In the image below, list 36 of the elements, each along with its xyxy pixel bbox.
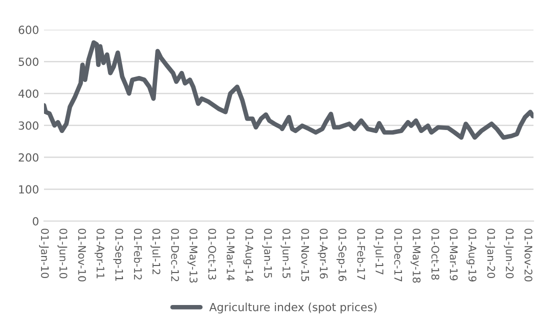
y-tick-label: 0 [32, 217, 38, 226]
x-tick-label: 01-Nov-10 [78, 228, 86, 282]
line-series [44, 40, 534, 140]
y-tick-label: 600 [18, 26, 38, 34]
x-tick-label: 01-Dec-12 [171, 228, 179, 282]
x-tick-label: 01-Jan-10 [39, 228, 49, 278]
x-tick-label: 01-Feb-17 [357, 228, 366, 280]
y-tick-label: 100 [19, 185, 38, 194]
x-tick-label: 01-Jul-12 [150, 228, 160, 274]
x-tick-label: 01-Aug-14 [243, 228, 254, 282]
x-tick-label: 01-Oct-18 [431, 228, 440, 280]
x-tick-label: 01-Mar-19 [450, 228, 458, 280]
x-tick-label: 01-Oct-13 [208, 228, 216, 280]
y-tick-label: 500 [18, 58, 38, 66]
x-tick-label: 01-Dec-17 [394, 228, 402, 282]
x-tick-label: 01-May-13 [188, 228, 198, 283]
x-tick-label: 01-Sep-16 [336, 228, 346, 282]
y-tick-label: 400 [18, 89, 38, 98]
x-tick-label: 01-Jun-15 [280, 228, 290, 278]
x-tick-label: 01-Nov-15 [301, 228, 310, 282]
y-tick-label: 200 [18, 153, 38, 162]
x-tick-label: 01-Apr-16 [318, 228, 328, 279]
x-tick-label: 01-Sep-11 [113, 228, 124, 281]
x-tick-label: 01-Nov-20 [524, 228, 532, 282]
x-tick-label: 01-Feb-12 [134, 228, 142, 280]
x-tick-label: 01-Jul-17 [374, 228, 384, 274]
x-tick-label: 01-Apr-11 [94, 228, 104, 278]
legend-label: Agriculture index (spot prices) [209, 302, 376, 314]
x-tick-label: 01-Jan-20 [485, 228, 496, 278]
y-tick-label: 300 [18, 121, 38, 130]
x-tick-label: 01-Aug-19 [466, 228, 476, 282]
x-tick-label: 01-Jun-10 [57, 228, 68, 278]
x-tick-label: 01-Jun-20 [504, 228, 514, 278]
x-tick-label: 01-Mar-14 [226, 228, 235, 280]
x-tick-label: 01-Jan-15 [262, 228, 272, 278]
x-tick-label: 01-May-18 [410, 228, 421, 283]
